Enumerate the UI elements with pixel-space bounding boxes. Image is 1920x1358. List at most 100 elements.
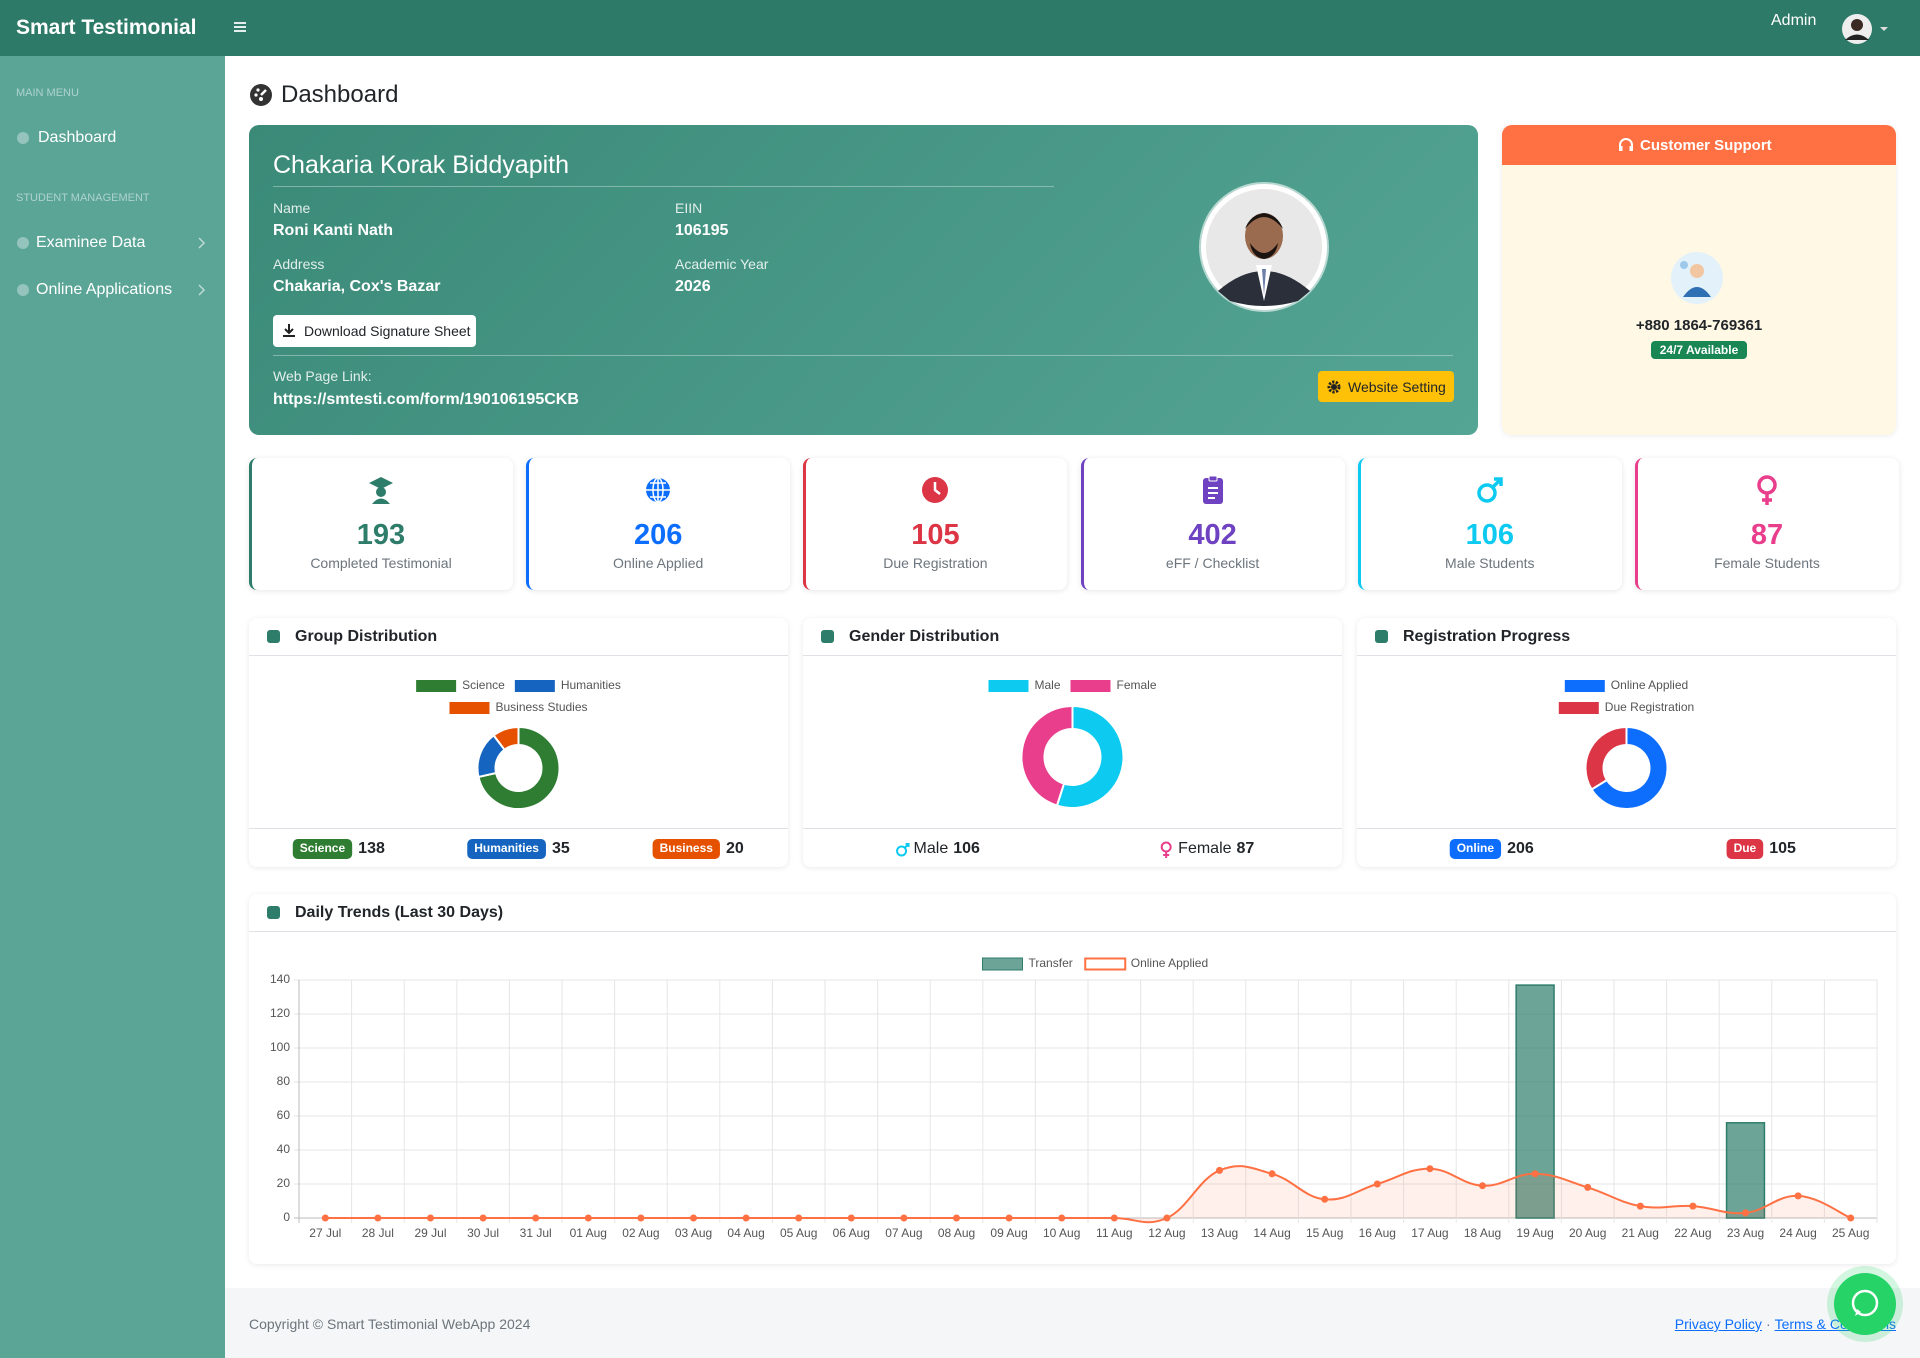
- field-label: Address: [273, 256, 325, 272]
- line: [325, 1165, 1852, 1224]
- support-card: Customer Support +880 1864-769361 24/7 A…: [1502, 125, 1896, 435]
- summary-value: 206: [1507, 840, 1534, 857]
- footer: Copyright © Smart Testimonial WebApp 202…: [225, 1288, 1920, 1358]
- profile-card: Chakaria Korak Biddyapith Name Roni Kant…: [249, 125, 1478, 435]
- stat-label: Male Students: [1445, 555, 1535, 571]
- stat-value: 105: [911, 519, 960, 551]
- menu-item[interactable]: Online Applications: [0, 276, 225, 304]
- stat-icon: [1757, 475, 1777, 505]
- x-tick-label: 18 Aug: [1464, 1226, 1501, 1240]
- legend-label: Female: [1117, 678, 1157, 692]
- x-tick-label: 22 Aug: [1674, 1226, 1711, 1240]
- whatsapp-button[interactable]: [1826, 1265, 1904, 1343]
- summary-label: Female: [1178, 840, 1231, 857]
- legend-item: Humanities: [514, 678, 621, 692]
- line-point: [532, 1214, 540, 1222]
- donut-slice: [1584, 725, 1628, 791]
- field-value: Roni Kanti Nath: [273, 222, 393, 239]
- line-point: [374, 1214, 382, 1222]
- stat-label: Due Registration: [883, 555, 988, 571]
- line-point: [1110, 1214, 1118, 1222]
- summary-item: Female 87: [1160, 840, 1254, 858]
- profile-photo: [1199, 182, 1329, 312]
- stat-card: 106 Male Students: [1357, 458, 1622, 590]
- chart: Daily Trends (Last 30 Days) 0 20 40 60 80 100 1…: [249, 904, 1896, 1240]
- donut-slice: [1055, 704, 1125, 809]
- badge: [467, 839, 546, 859]
- x-tick-label: 24 Aug: [1779, 1226, 1816, 1240]
- support-title: Customer Support: [1640, 137, 1772, 154]
- legend-label: Humanities: [561, 678, 621, 692]
- summary-value: 138: [358, 840, 385, 857]
- settings-button[interactable]: Website Setting: [1318, 371, 1454, 402]
- line-point: [1689, 1202, 1697, 1210]
- download-button[interactable]: Download Signature Sheet: [273, 315, 476, 347]
- field-label: Academic Year: [675, 256, 769, 272]
- header-icon: [267, 906, 280, 919]
- y-tick-label: 120: [270, 1006, 290, 1020]
- menu-item[interactable]: Examinee Data: [0, 229, 225, 257]
- download-icon: [283, 324, 295, 337]
- stat-value: 87: [1750, 519, 1784, 551]
- y-tick-label: 40: [277, 1142, 291, 1156]
- line-point: [1426, 1165, 1434, 1173]
- page-title: Dashboard: [281, 81, 399, 108]
- badge: [1449, 839, 1502, 859]
- line-point: [847, 1214, 855, 1222]
- x-tick-label: 21 Aug: [1622, 1226, 1659, 1240]
- button-text: Website Setting: [1348, 379, 1446, 395]
- field-label: EIIN: [675, 200, 703, 216]
- brand[interactable]: Smart Testimonial: [16, 16, 197, 39]
- support-phone[interactable]: +880 1864-769361: [1635, 317, 1763, 334]
- header-icon: [821, 630, 834, 643]
- legend-item: Business Studies: [449, 700, 588, 714]
- donut-slice: [477, 725, 561, 810]
- line-point: [479, 1214, 487, 1222]
- legend-swatch: [1084, 957, 1127, 971]
- x-tick-label: 10 Aug: [1043, 1226, 1080, 1240]
- web-link[interactable]: https://smtesti.com/form/190106195CKB: [273, 391, 579, 408]
- menu-toggle[interactable]: [234, 21, 246, 33]
- line-point: [1216, 1166, 1223, 1174]
- x-tick-label: 31 Jul: [520, 1226, 552, 1240]
- line-point: [690, 1214, 697, 1222]
- line-point: [321, 1214, 329, 1222]
- stat-value: 206: [633, 519, 683, 551]
- summary-value: 35: [552, 840, 570, 857]
- legend-swatch: [1070, 680, 1111, 692]
- chart: Group Distribution Science Humanities Busin…: [249, 628, 788, 859]
- donut-slice: [1020, 704, 1074, 807]
- x-tick-label: 15 Aug: [1306, 1226, 1343, 1240]
- button-text: Download Signature Sheet: [304, 323, 471, 339]
- x-tick-label: 28 Jul: [362, 1226, 394, 1240]
- support-header: Customer Support: [1502, 125, 1896, 165]
- stat-label: Completed Testimonial: [310, 555, 452, 571]
- x-tick-label: 25 Aug: [1832, 1226, 1869, 1240]
- sidebar: MAIN MENU Dashboard STUDENT MANAGEMENT Exam…: [0, 56, 225, 1358]
- link-label: Web Page Link:: [273, 368, 372, 384]
- footer-link[interactable]: Privacy Policy: [1674, 1316, 1762, 1332]
- x-tick-label: 14 Aug: [1253, 1226, 1290, 1240]
- chart-card: Daily Trends (Last 30 Days) 0 20 40 60 80 100 1…: [249, 894, 1896, 1264]
- legend-label: Online Applied: [1611, 678, 1688, 692]
- stat-card: 87 Female Students: [1635, 458, 1899, 590]
- stat-value: 402: [1188, 519, 1237, 551]
- line-point: [584, 1214, 592, 1222]
- user-avatar[interactable]: [1840, 13, 1890, 45]
- field-value: Chakaria, Cox's Bazar: [273, 278, 441, 295]
- separator: ·: [1765, 1316, 1771, 1332]
- chart-card: Group Distribution Science Humanities Busin…: [249, 618, 788, 867]
- line-point: [953, 1214, 960, 1222]
- stat-label: Female Students: [1714, 555, 1820, 571]
- line-point: [637, 1214, 645, 1222]
- legend-item: Online Applied: [1564, 678, 1688, 692]
- bar: [1725, 1122, 1766, 1219]
- user-name[interactable]: Admin: [1771, 12, 1817, 29]
- chevron-shape: [198, 237, 206, 249]
- stat-card: 105 Due Registration: [803, 458, 1068, 590]
- menu-icon: [17, 132, 29, 144]
- menu-item[interactable]: Dashboard: [0, 124, 225, 152]
- stat-card: 193 Completed Testimonial: [249, 458, 513, 590]
